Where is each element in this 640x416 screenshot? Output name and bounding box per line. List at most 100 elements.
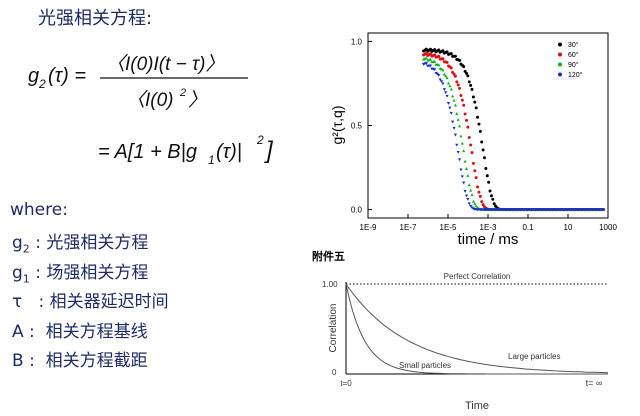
- x-axis-label: time / ms: [458, 231, 519, 248]
- data-point: [473, 169, 477, 173]
- data-point: [482, 156, 486, 160]
- data-point: [478, 129, 482, 133]
- data-point: [451, 120, 455, 124]
- data-point: [466, 197, 470, 201]
- eq-line2: = A[1 + B|g: [98, 141, 197, 163]
- data-point: [445, 60, 449, 64]
- data-point: [464, 71, 468, 75]
- data-point: [433, 59, 437, 63]
- data-point: [455, 112, 459, 115]
- data-point: [464, 167, 469, 170]
- data-point: [471, 161, 475, 165]
- definition-g2: g2 : 光强相关方程: [12, 228, 148, 255]
- data-point: [441, 82, 445, 86]
- y-tick-label: 1.0: [351, 37, 363, 46]
- data-point: [485, 174, 489, 178]
- data-point: [449, 52, 453, 56]
- definition-symbol: g: [12, 263, 23, 283]
- y-tick-label: 0.0: [351, 206, 363, 215]
- data-point: [456, 83, 460, 87]
- data-point: [448, 84, 452, 88]
- x-tick-label: 1E-9: [360, 223, 377, 232]
- data-point: [453, 74, 457, 78]
- data-point: [439, 80, 444, 84]
- legend-marker: [558, 52, 562, 57]
- data-point: [462, 181, 466, 185]
- data-point: [433, 68, 437, 72]
- definition-text: : 相关器延迟时间: [27, 292, 169, 312]
- eq-lhs-arg: (τ) =: [48, 65, 86, 87]
- data-point: [453, 54, 457, 58]
- data-point: [459, 93, 463, 97]
- data-point: [438, 78, 442, 82]
- eq-denominator-sup: 2: [179, 87, 186, 99]
- data-point: [470, 151, 474, 155]
- legend-label: 90°: [568, 61, 579, 69]
- data-point: [428, 64, 433, 68]
- data-point: [469, 83, 473, 87]
- data-point: [467, 183, 471, 187]
- definition-B: B : 相关方程截距: [12, 346, 148, 371]
- data-point: [473, 100, 477, 104]
- data-point: [459, 168, 463, 172]
- data-point: [452, 126, 456, 130]
- data-point: [458, 86, 462, 90]
- data-point: [452, 98, 456, 102]
- data-point: [459, 134, 463, 138]
- g2-decay-chart: 1E-9 1E-7 1E-5 1E-3 0.1 10 1000 0.0 0.5 1.0 30° 60…: [329, 32, 617, 248]
- eq-line2-sup: 2: [256, 133, 264, 147]
- data-point: [448, 106, 452, 110]
- data-point: [453, 103, 458, 107]
- eq-denominator: 〈I(0): [126, 89, 174, 111]
- data-point: [428, 57, 433, 61]
- definition-text: : 相关方程截距: [29, 351, 148, 371]
- data-point: [462, 103, 466, 107]
- definition-g1: g1 : 场强相关方程: [12, 258, 148, 285]
- data-point: [444, 91, 448, 95]
- data-point: [437, 73, 441, 77]
- data-point: [442, 72, 446, 76]
- data-point: [491, 197, 495, 201]
- data-point: [457, 124, 462, 128]
- data-point: [424, 62, 428, 65]
- legend-marker: [558, 62, 562, 67]
- data-point: [457, 158, 462, 162]
- x-tick-label: 1000: [599, 223, 617, 232]
- data-point: [474, 204, 478, 208]
- annotation-large-particles: Large particles: [508, 352, 560, 361]
- data-point: [441, 68, 445, 72]
- y-axis-label: g²(τ,q): [329, 106, 345, 145]
- data-point: [480, 140, 484, 144]
- data-point: [469, 143, 473, 147]
- data-point: [477, 122, 481, 126]
- data-point: [463, 112, 467, 116]
- data-point: [469, 204, 473, 208]
- heading: 光强相关方程:: [38, 8, 153, 29]
- data-point: [446, 81, 451, 85]
- data-point: [489, 194, 493, 198]
- data-point: [478, 194, 482, 198]
- data-point: [456, 151, 460, 154]
- data-point: [456, 118, 460, 121]
- definition-subscript: 1: [22, 272, 30, 286]
- y-tick-label: 1.00: [322, 280, 338, 289]
- data-point: [481, 148, 485, 152]
- data-point: [474, 176, 478, 180]
- data-point: [460, 98, 464, 102]
- data-point: [476, 115, 480, 119]
- data-point: [471, 199, 476, 203]
- data-point: [480, 200, 484, 204]
- data-point: [464, 194, 469, 198]
- eq-denominator-end: 〉: [188, 89, 207, 111]
- data-point: [445, 76, 449, 80]
- data-point: [455, 143, 459, 147]
- data-point: [463, 159, 467, 163]
- data-point: [433, 48, 437, 52]
- series-large-particles: [345, 283, 609, 374]
- data-point: [449, 66, 453, 70]
- data-point: [476, 185, 480, 189]
- annotation-small-particles: Small particles: [399, 361, 451, 370]
- eq-line2-sub: 1: [208, 153, 215, 167]
- legend-label: 30°: [568, 41, 579, 49]
- y-axis-label: Correlation: [328, 304, 339, 353]
